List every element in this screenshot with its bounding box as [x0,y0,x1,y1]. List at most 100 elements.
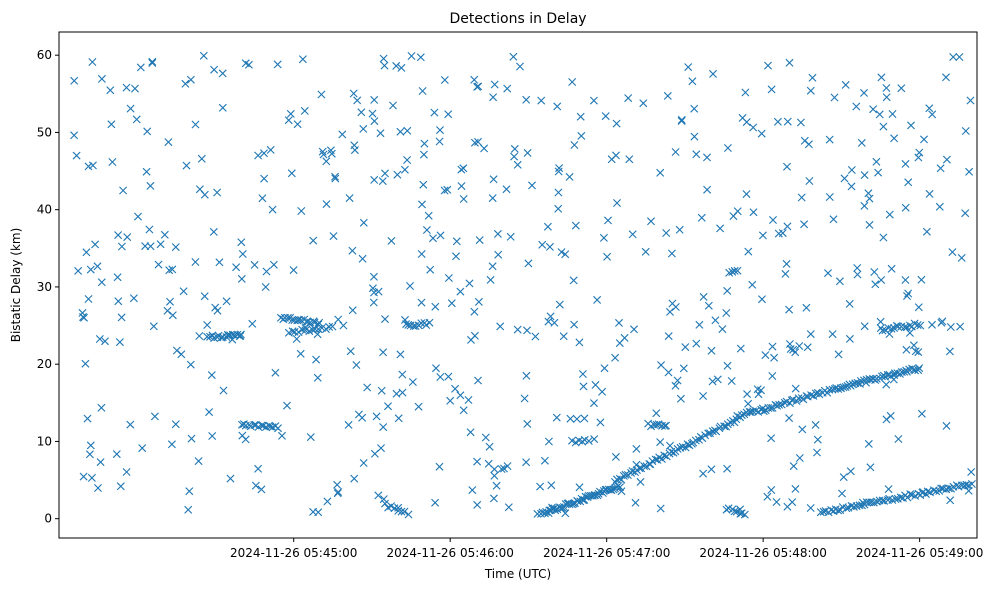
detection-marker [522,458,531,467]
detection-marker [422,226,431,234]
detection-marker [168,265,177,274]
detection-marker [538,240,547,249]
detection-marker [138,444,147,453]
detection-marker [205,408,214,417]
detection-marker [853,270,862,279]
detection-marker [70,131,79,140]
detection-marker [785,305,794,314]
detection-marker [601,112,610,121]
detection-marker [894,435,903,443]
detection-marker [108,158,117,166]
detection-marker [783,162,791,171]
detection-marker [708,377,717,386]
detection-marker [146,242,155,251]
detection-marker [166,297,174,306]
detection-marker [523,419,532,428]
detection-marker [919,488,928,496]
detection-marker [763,492,772,501]
detection-marker [656,168,665,177]
detection-marker [840,174,849,183]
detection-marker [384,402,392,411]
detection-marker [742,190,751,199]
detection-marker [885,210,894,219]
detection-marker [426,265,435,274]
detection-marker [79,472,88,481]
detection-marker [416,53,425,62]
detection-marker [720,422,729,431]
detection-marker [699,292,708,301]
detection-marker [708,427,717,436]
detection-marker [238,250,247,258]
detection-marker [733,266,742,275]
detection-marker [838,489,846,498]
detection-marker [398,370,407,379]
detection-marker [830,93,839,102]
detection-marker [902,345,911,354]
detection-marker [936,164,945,173]
detection-marker [893,369,902,378]
detection-marker [748,280,757,289]
detection-marker [882,415,891,424]
detection-marker [617,487,626,496]
detection-marker [914,348,923,357]
detection-marker [565,172,574,181]
detection-marker [403,156,412,164]
detection-marker [743,390,752,399]
detection-marker [251,481,260,490]
detection-marker [612,151,620,160]
detection-marker [379,54,388,63]
detection-marker [345,194,354,203]
detection-marker [611,353,620,362]
detection-marker [283,313,292,322]
detection-marker [456,391,465,400]
detection-marker [690,104,699,113]
detection-marker [673,444,682,453]
detection-marker [786,345,795,353]
detection-marker [88,58,97,66]
detection-marker [328,322,337,331]
detection-marker [957,253,966,262]
detection-marker [494,250,503,259]
detection-marker [506,232,515,241]
detection-marker [612,119,621,128]
detection-marker [266,145,275,154]
detection-marker [298,55,307,64]
detection-marker [905,328,914,337]
detection-marker [770,353,779,362]
detection-marker [533,509,542,518]
detection-marker [322,157,331,166]
detection-marker [946,323,955,331]
detection-marker [134,212,142,221]
detection-marker [791,484,800,493]
detection-marker [510,152,519,161]
detection-marker [848,380,857,389]
detection-marker [475,236,484,245]
detection-marker [317,90,326,99]
detection-marker [781,269,790,278]
detection-marker [691,436,700,445]
detection-marker [878,326,887,335]
detection-marker [313,373,322,382]
detection-marker [447,299,456,308]
detection-marker [741,88,750,97]
detection-marker [417,250,426,258]
detection-marker [348,306,357,315]
detection-marker [464,396,473,404]
detection-marker [435,137,444,146]
detection-marker [911,347,920,356]
detection-marker [593,295,602,304]
detection-marker [841,80,850,89]
detection-marker [368,284,377,293]
detection-marker [835,277,844,286]
detection-marker [713,375,722,384]
detection-marker [313,330,322,339]
detection-marker [489,93,498,102]
detection-marker [156,240,165,249]
detection-marker [114,231,123,240]
y-tick-label: 0 [44,512,52,526]
detection-marker [639,99,648,108]
detection-marker [783,117,792,126]
detection-marker [651,455,660,464]
detection-marker [808,73,817,82]
detection-marker [261,283,270,291]
